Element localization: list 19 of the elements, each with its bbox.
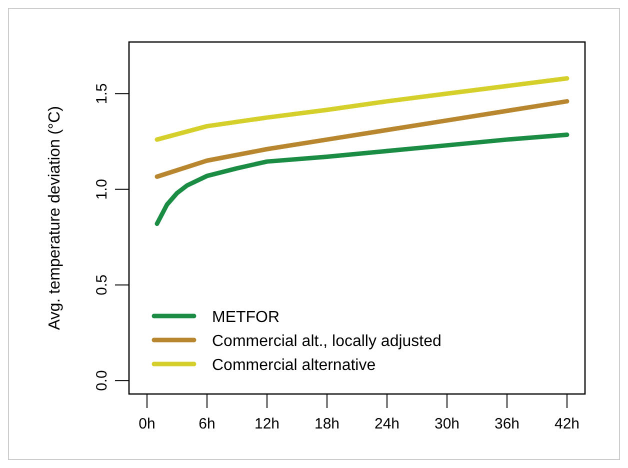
legend-label: METFOR <box>212 309 280 326</box>
x-tick-label: 30h <box>434 416 460 433</box>
x-tick-label: 18h <box>314 416 340 433</box>
line-series <box>154 132 570 226</box>
line-series <box>154 76 570 142</box>
legend-label: Commercial alternative <box>212 357 376 374</box>
y-tick-label: 1.5 <box>93 83 110 104</box>
x-tick-label: 12h <box>254 416 280 433</box>
x-tick-label: 0h <box>138 416 156 433</box>
x-tick-label: 6h <box>198 416 216 433</box>
y-axis-title: Avg. temperature deviation (°C) <box>46 106 64 330</box>
line-series <box>154 99 570 179</box>
x-tick-label: 24h <box>374 416 400 433</box>
y-tick-label: 0.0 <box>93 370 110 392</box>
x-tick-label: 36h <box>494 416 520 433</box>
y-tick-label: 0.5 <box>93 274 110 296</box>
legend-label: Commercial alt., locally adjusted <box>212 333 442 350</box>
x-tick-label: 42h <box>554 416 580 433</box>
y-tick-label: 1.0 <box>93 178 110 200</box>
